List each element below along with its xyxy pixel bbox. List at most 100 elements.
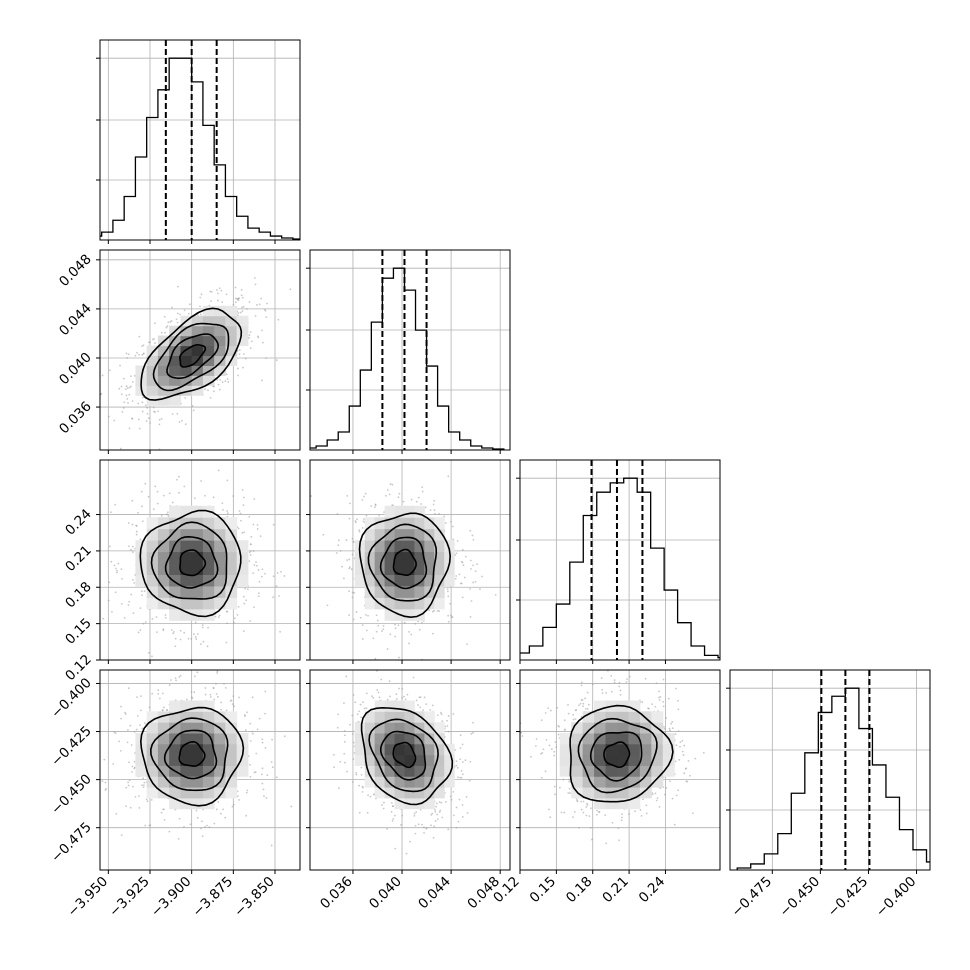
scatter-point [410, 633, 413, 636]
scatter-point [337, 539, 340, 542]
density-cell [214, 743, 226, 756]
scatter-point [431, 704, 434, 707]
scatter-point [425, 703, 428, 706]
scatter-point [133, 766, 136, 769]
scatter-point [346, 494, 349, 497]
scatter-point [241, 306, 243, 309]
scatter-point [201, 624, 204, 627]
scatter-point [127, 402, 129, 404]
density-cell [414, 551, 425, 564]
scatter-point [255, 561, 257, 564]
scatter-point [405, 852, 408, 855]
scatter-point [468, 779, 471, 782]
density-cell [180, 355, 193, 366]
scatter-point [421, 621, 423, 624]
scatter-point [359, 616, 362, 619]
density-cell [424, 597, 435, 610]
scatter-point [326, 604, 329, 607]
scatter-point [494, 593, 497, 596]
scatter-point [141, 410, 144, 413]
scatter-point [157, 410, 159, 413]
scatter-point [373, 663, 375, 665]
scatter-point [344, 734, 346, 737]
scatter-point [231, 703, 234, 706]
scatter-point [421, 490, 424, 493]
scatter-point [142, 777, 145, 780]
scatter-point [460, 560, 463, 563]
scatter-point [388, 493, 391, 496]
scatter-point [257, 592, 260, 595]
scatter-point [163, 315, 166, 318]
scatter-point [471, 534, 474, 537]
scatter-point [242, 496, 245, 499]
scatter-point [221, 502, 224, 505]
scatter-point [346, 770, 348, 773]
scatter-point [264, 572, 266, 575]
density-cell [404, 608, 415, 621]
scatter-point [165, 709, 168, 711]
density-cell [202, 345, 215, 357]
density-cell [214, 345, 226, 357]
density-cell [404, 563, 415, 575]
scatter-point [469, 559, 472, 562]
contour-line [139, 509, 242, 618]
scatter-point [242, 353, 245, 355]
scatter-point [139, 538, 142, 541]
scatter-point [336, 726, 339, 729]
density-cell [180, 776, 193, 788]
density-cell [384, 563, 396, 575]
scatter-point [419, 706, 422, 709]
scatter-point [141, 345, 143, 348]
scatter-point [349, 723, 351, 726]
scatter-point [361, 785, 364, 788]
density-cell [191, 528, 204, 541]
density-cell [225, 551, 238, 564]
density-cell [146, 732, 159, 745]
scatter-point [226, 610, 228, 613]
density-cell [225, 711, 238, 723]
density-cell [214, 765, 226, 777]
scatter-point [201, 835, 204, 838]
scatter-point [138, 795, 140, 797]
scatter-point [147, 495, 150, 498]
scatter-point [128, 600, 131, 603]
scatter-point [125, 352, 128, 355]
scatter-point [237, 374, 239, 377]
scatter-point [225, 293, 228, 296]
scatter-point [391, 820, 394, 822]
density-cell [374, 585, 386, 598]
scatter-point [149, 341, 151, 344]
contour-line [149, 717, 229, 792]
density-cell [225, 517, 238, 530]
scatter-point [257, 569, 260, 571]
scatter-point [121, 577, 123, 580]
scatter-point [431, 812, 434, 815]
scatter-point [394, 627, 397, 630]
scatter-point [352, 741, 355, 744]
scatter-point [262, 341, 264, 344]
scatter-point [283, 575, 286, 577]
contour-line [379, 536, 428, 590]
scatter-point [434, 808, 436, 811]
panel-frame [99, 39, 301, 241]
scatter-point [466, 812, 469, 814]
scatter-point [249, 331, 252, 333]
scatter-point [109, 511, 112, 514]
density-cell [157, 711, 170, 723]
scatter-point [240, 288, 243, 291]
scatter-point [200, 643, 202, 646]
x-tick-label: −3.875 [190, 874, 237, 921]
scatter-point [251, 696, 254, 699]
scatter-point [118, 740, 121, 743]
scatter-point [238, 349, 241, 351]
scatter-point [193, 633, 195, 636]
scatter-point [134, 354, 137, 357]
scatter-point [109, 545, 111, 548]
density-cell [202, 517, 215, 530]
scatter-point [131, 545, 134, 548]
scatter-point [425, 827, 428, 830]
density-cell [180, 765, 193, 777]
scatter-point [361, 527, 364, 529]
scatter-point [213, 698, 216, 701]
scatter-point [444, 522, 447, 524]
